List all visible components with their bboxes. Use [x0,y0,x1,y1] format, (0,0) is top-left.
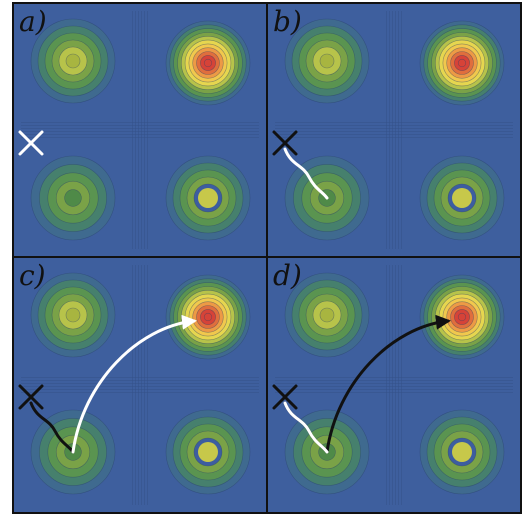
peak-center [452,188,472,208]
cross-stroke [18,384,44,410]
panel-label: c) [19,259,46,292]
peak-center [198,188,218,208]
panel-c: c) [13,257,267,513]
panel-label: d) [273,259,302,292]
paths-group [283,147,329,200]
cross-marker [18,130,44,156]
cross-marker [18,384,44,410]
contour-ring [457,58,467,68]
peak-center [198,442,218,462]
trajectory-path [283,147,329,200]
cross-marker [272,384,298,410]
trajectory-arrow [71,314,197,454]
cross-marker [272,130,298,156]
contour-ring [457,312,467,322]
cross-stroke [18,130,44,156]
panel-a: a) [13,3,267,257]
panel-d: d) [267,257,521,513]
panel-label: a) [19,5,47,38]
panel-label: b) [273,5,302,38]
peak-center [452,442,472,462]
contour-ring [319,53,335,69]
paths-group [29,314,197,454]
trajectory-arrow [325,314,451,454]
contour-ring [65,307,81,323]
contour-ring [64,189,82,207]
contour-ring [203,58,213,68]
contour-ring [65,53,81,69]
cross-stroke [272,384,298,410]
panel-b: b) [267,3,521,257]
trajectory-path [29,401,75,454]
paths-group [283,314,451,454]
peaks-group [21,11,259,249]
trajectory-path [283,401,329,454]
contour-ring [203,312,213,322]
cross-stroke [272,130,298,156]
contour-ring [319,307,335,323]
